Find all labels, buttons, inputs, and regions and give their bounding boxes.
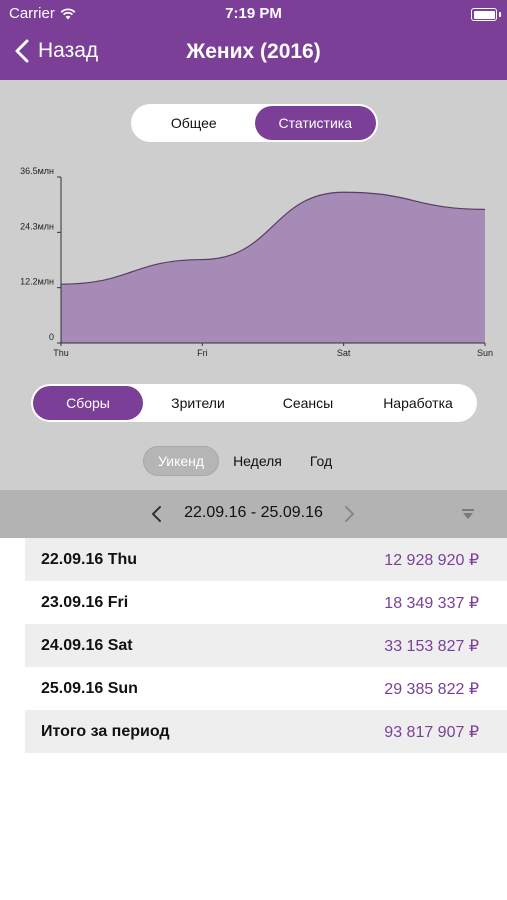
chevron-right-icon[interactable]: [340, 502, 358, 526]
series-line: [60, 191, 486, 285]
period-segmented-control: Уикенд Неделя Год: [143, 446, 346, 476]
carrier-indicator: Carrier: [9, 5, 76, 22]
tab-weekend[interactable]: Уикенд: [143, 446, 220, 476]
x-tick-label: Sun: [477, 348, 493, 358]
revenue-area-chart: 0 12.2млн 24.3млн 36.5млн Thu Fri Sat Sun: [20, 166, 493, 358]
back-label: Назад: [38, 39, 99, 62]
tab-collections[interactable]: Сборы: [33, 386, 143, 420]
wifi-icon: [60, 7, 76, 19]
total-label: Итого за период: [41, 722, 170, 740]
row-amount: 33 153 827 ₽: [384, 637, 479, 655]
chevron-left-icon[interactable]: [148, 502, 166, 526]
filter-icon[interactable]: [461, 508, 475, 520]
row-amount: 29 385 822 ₽: [384, 680, 479, 698]
row-amount: 18 349 337 ₽: [384, 594, 479, 612]
status-time: 7:19 PM: [225, 5, 282, 22]
tab-general[interactable]: Общее: [170, 115, 217, 131]
date-range-bar: 22.09.16 - 25.09.16: [0, 490, 507, 538]
battery-icon: [471, 8, 501, 21]
y-tick-label: 24.3млн: [20, 221, 54, 231]
x-tick-label: Fri: [197, 348, 208, 358]
row-date: 23.09.16 Fri: [41, 593, 129, 611]
row-date: 24.09.16 Sat: [41, 636, 133, 654]
chevron-left-icon: [15, 39, 29, 63]
view-segmented-control: Общее Статистика: [131, 104, 378, 142]
carrier-label: Carrier: [9, 5, 55, 22]
table-row: 22.09.16 Thu 12 928 920 ₽: [25, 538, 507, 581]
tab-earnings[interactable]: Наработка: [383, 395, 453, 411]
revenue-table: 22.09.16 Thu 12 928 920 ₽ 23.09.16 Fri 1…: [25, 538, 507, 753]
tab-sessions[interactable]: Сеансы: [282, 395, 334, 411]
table-row: 25.09.16 Sun 29 385 822 ₽: [25, 667, 507, 710]
chart-area: Общее Статистика 0 12.2млн 24.3млн 36.5млн T…: [0, 80, 507, 490]
row-amount: 12 928 920 ₽: [384, 551, 479, 569]
y-tick-label: 0: [49, 332, 54, 342]
header: Carrier 7:19 PM Назад Жених (2016): [0, 0, 507, 80]
total-row: Итого за период 93 817 907 ₽: [25, 710, 507, 753]
back-button[interactable]: Назад: [12, 38, 98, 64]
nav-bar: Назад Жених (2016): [0, 28, 507, 80]
tab-week[interactable]: Неделя: [233, 453, 282, 469]
tab-viewers[interactable]: Зрители: [171, 395, 225, 411]
y-tick-label: 36.5млн: [20, 166, 54, 176]
x-tick-label: Sat: [337, 348, 351, 358]
table-row: 24.09.16 Sat 33 153 827 ₽: [25, 624, 507, 667]
metric-segmented-control: Сборы Зрители Сеансы Наработка: [31, 384, 477, 422]
tab-year[interactable]: Год: [309, 453, 333, 469]
table-row: 23.09.16 Fri 18 349 337 ₽: [25, 581, 507, 624]
row-date: 25.09.16 Sun: [41, 679, 138, 697]
x-tick-label: Thu: [53, 348, 69, 358]
page-title: Жених (2016): [186, 40, 321, 63]
tab-statistics[interactable]: Статистика: [254, 106, 376, 140]
row-date: 22.09.16 Thu: [41, 550, 138, 568]
total-amount: 93 817 907 ₽: [384, 723, 479, 741]
date-range-label: 22.09.16 - 25.09.16: [184, 504, 323, 521]
status-bar: Carrier 7:19 PM: [0, 0, 507, 28]
series-area: [61, 192, 485, 343]
y-tick-label: 12.2млн: [20, 277, 54, 287]
